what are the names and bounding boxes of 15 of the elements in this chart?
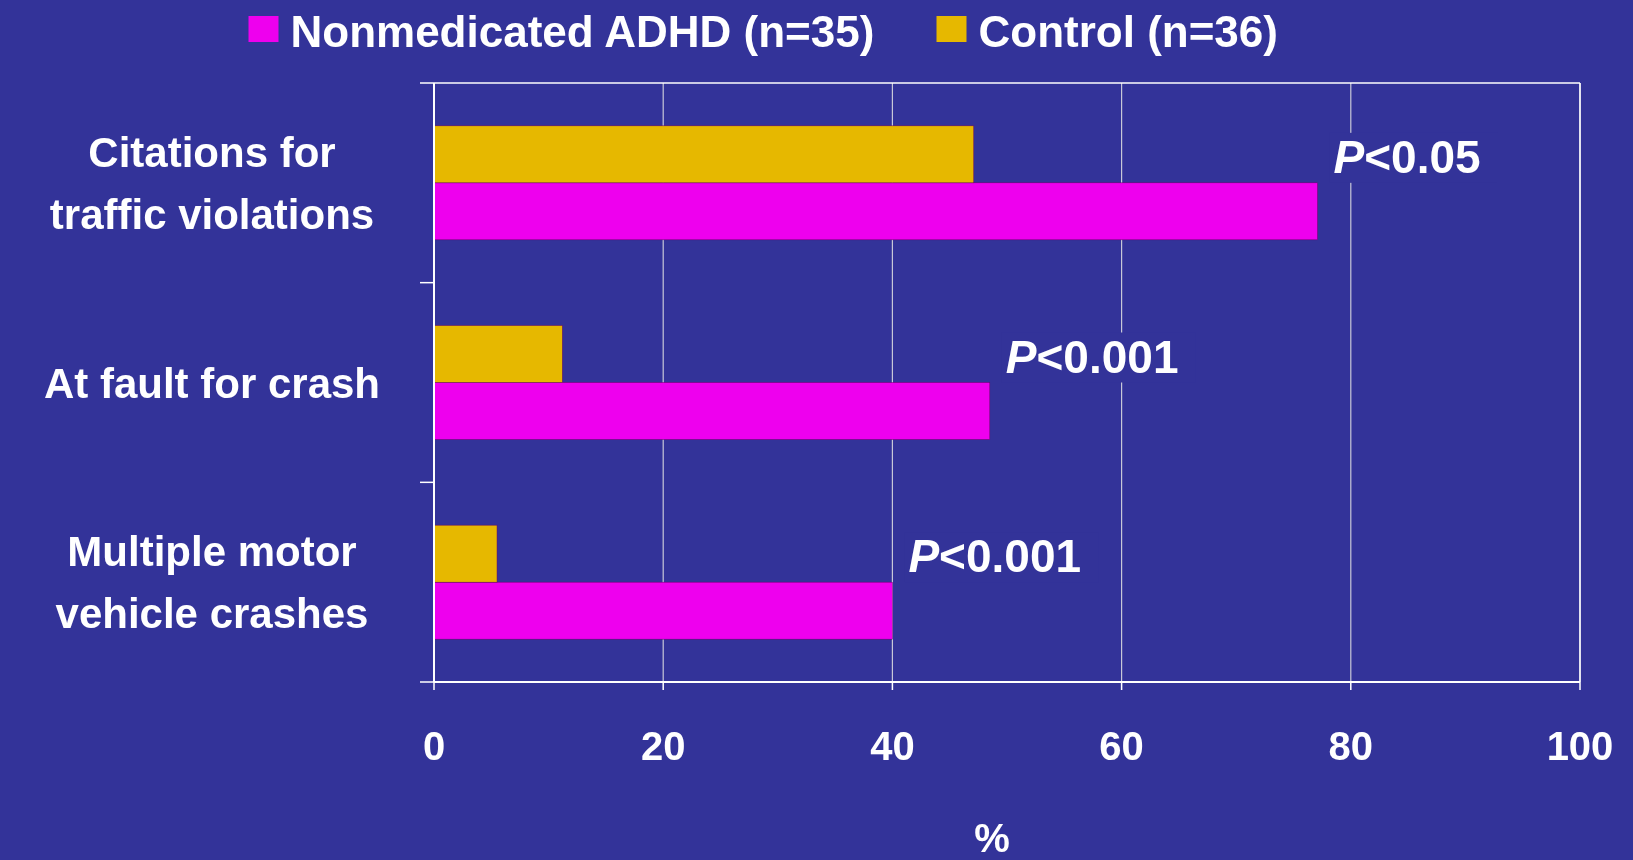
x-axis-title: % — [974, 816, 1010, 860]
legend-label: Nonmedicated ADHD (n=35) — [290, 7, 875, 56]
x-tick-label: 80 — [1328, 724, 1374, 768]
x-tick-label: 40 — [870, 724, 915, 768]
y-tick-label: Multiple motor vehicle crashes — [55, 528, 369, 638]
y-tick-label: Citations for traffic violations — [49, 128, 375, 238]
x-tick-label: 100 — [1546, 724, 1614, 768]
x-tick-label: 0 — [422, 724, 446, 768]
annotation: P<0.001 — [1005, 330, 1179, 383]
x-tick-label: 20 — [640, 724, 686, 768]
annotation: P<0.05 — [1333, 130, 1481, 183]
legend-label: Control (n=36) — [978, 7, 1278, 56]
y-tick-label: At fault for crash — [43, 359, 381, 407]
x-tick-label: 60 — [1099, 724, 1144, 768]
annotation: P<0.001 — [908, 530, 1082, 583]
